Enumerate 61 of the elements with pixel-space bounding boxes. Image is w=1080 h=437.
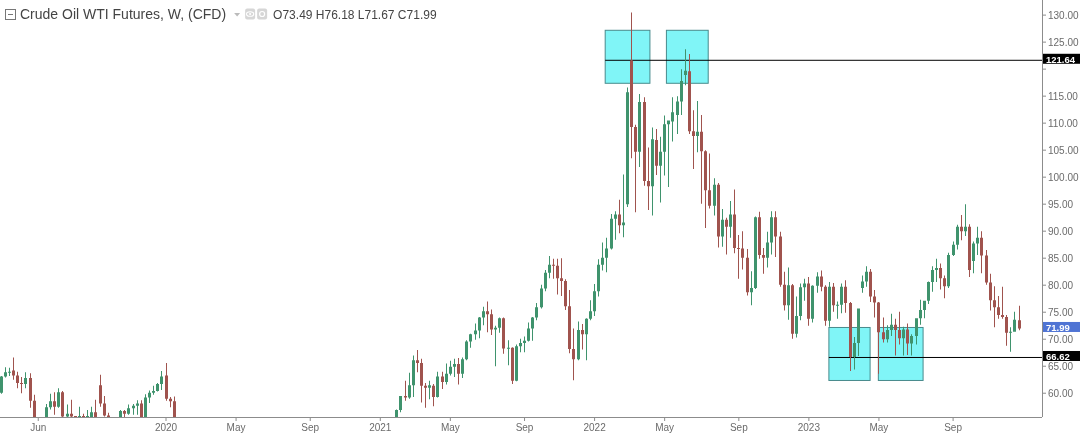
candlestick xyxy=(404,380,407,401)
x-tick-label: Sep xyxy=(301,421,320,433)
x-tick-label: 2023 xyxy=(797,421,821,433)
x-tick-label: May xyxy=(869,421,889,433)
y-tick-label: 95.00 xyxy=(1048,198,1074,210)
y-tick-label: 125.00 xyxy=(1048,36,1080,48)
candlestick xyxy=(622,174,625,238)
candlestick xyxy=(78,406,81,417)
candlestick xyxy=(136,400,139,415)
x-tick-label: Sep xyxy=(729,421,749,433)
x-tick-label: Sep xyxy=(944,421,963,433)
y-tick-label: 110.00 xyxy=(1048,117,1079,129)
y-tick-label: 80.00 xyxy=(1048,279,1074,291)
candlestick xyxy=(935,258,938,282)
candlestick xyxy=(494,325,497,367)
candlestick xyxy=(614,211,617,240)
candlestick xyxy=(552,258,555,279)
text: Crude Oil WTI Futures, W, (CFD) xyxy=(20,6,227,22)
y-tick-label: 105.00 xyxy=(1048,144,1080,156)
candlestick xyxy=(8,367,11,376)
candlestick xyxy=(560,258,563,297)
y-tick-label: 100.00 xyxy=(1048,171,1080,183)
candlestick xyxy=(20,377,23,394)
x-tick-label: 2020 xyxy=(154,421,178,433)
y-tick-label: 70.00 xyxy=(1048,333,1074,345)
candlestick xyxy=(53,392,56,415)
candlestick xyxy=(647,147,650,211)
y-tick-label: 65.00 xyxy=(1048,360,1074,372)
candlestick xyxy=(836,301,839,319)
ref-line-label: 66.62 xyxy=(1046,350,1070,362)
x-tick-label: May xyxy=(655,421,675,433)
candlestick xyxy=(696,101,699,153)
candlestick xyxy=(737,234,740,279)
y-tick-label: 75.00 xyxy=(1048,306,1074,318)
x-tick-label: May xyxy=(226,421,246,433)
x-tick-label: 2021 xyxy=(369,421,392,433)
candlestick xyxy=(416,350,419,373)
candlestick xyxy=(1001,286,1004,319)
candlestick xyxy=(1009,327,1012,352)
x-tick-label: Jun xyxy=(30,421,47,433)
candlestick xyxy=(86,409,89,417)
candlestick xyxy=(684,49,687,86)
candlestick xyxy=(692,110,695,170)
candlestick xyxy=(507,340,510,366)
y-tick-label: 115.00 xyxy=(1048,90,1079,102)
candlestick xyxy=(453,358,456,378)
x-tick-label: Sep xyxy=(515,421,534,433)
y-tick-label: 130.00 xyxy=(1048,9,1080,21)
ref-line-label: 121.64 xyxy=(1046,53,1076,65)
x-tick-label: 2022 xyxy=(583,421,607,433)
text: 71.99 xyxy=(1046,321,1070,333)
y-tick-label: 85.00 xyxy=(1048,252,1074,264)
text: O73.49 H76.18 L71.67 C71.99 xyxy=(273,7,437,22)
candlestick xyxy=(486,301,489,333)
candlestick xyxy=(424,382,427,408)
candlestick xyxy=(762,247,765,274)
candlestick xyxy=(428,380,431,400)
y-tick-label: 60.00 xyxy=(1048,387,1074,399)
candlestick xyxy=(152,385,155,395)
y-tick-label: 90.00 xyxy=(1048,225,1074,237)
x-tick-label: May xyxy=(440,421,460,433)
